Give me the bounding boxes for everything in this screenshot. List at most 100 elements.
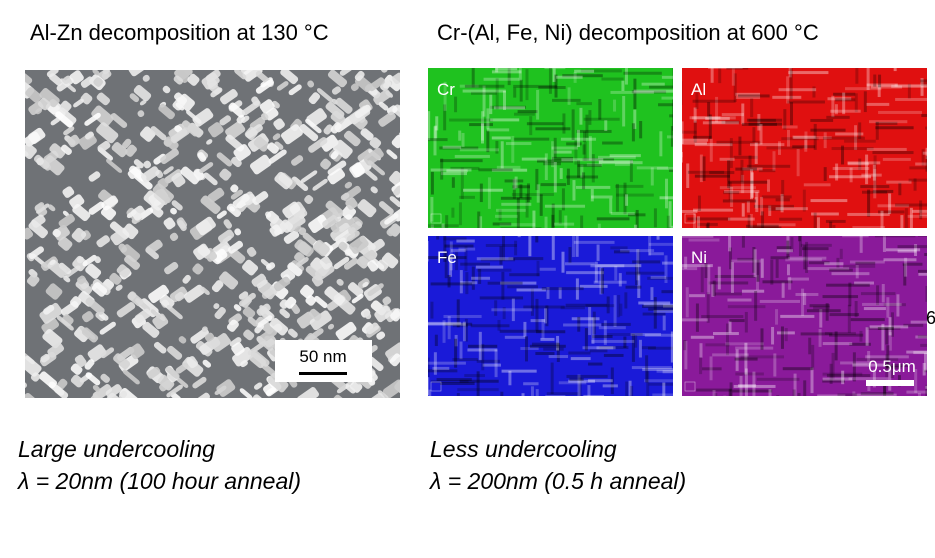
lamella bbox=[583, 394, 605, 396]
lamella bbox=[873, 155, 877, 186]
precipitate bbox=[312, 239, 330, 257]
lamella bbox=[433, 232, 450, 235]
precipitate bbox=[97, 140, 111, 153]
lamella bbox=[566, 271, 604, 275]
lamella bbox=[710, 403, 713, 434]
lamella bbox=[875, 126, 914, 130]
lamella bbox=[735, 346, 774, 350]
lamella bbox=[642, 368, 673, 372]
lamella bbox=[866, 147, 907, 151]
precipitate bbox=[39, 302, 63, 324]
precipitate bbox=[384, 74, 400, 92]
lamella bbox=[449, 118, 494, 122]
precipitate bbox=[140, 404, 157, 420]
lamella bbox=[679, 98, 682, 128]
precipitate bbox=[254, 382, 263, 390]
lamella bbox=[621, 80, 625, 91]
lamella bbox=[457, 388, 499, 392]
lamella bbox=[585, 114, 589, 138]
lamella bbox=[716, 140, 761, 144]
lamella bbox=[724, 190, 760, 194]
lamella bbox=[752, 371, 756, 396]
lamella bbox=[712, 280, 716, 297]
precipitate bbox=[170, 127, 190, 144]
lamella bbox=[704, 263, 708, 279]
precipitate bbox=[319, 53, 339, 69]
precipitate bbox=[325, 401, 343, 418]
lamella bbox=[698, 64, 715, 67]
lamella bbox=[582, 346, 616, 350]
lamella bbox=[428, 321, 461, 325]
lamella bbox=[844, 139, 876, 143]
precipitate bbox=[368, 77, 385, 92]
lamella bbox=[602, 384, 618, 388]
lamella bbox=[866, 68, 870, 91]
precipitate bbox=[378, 111, 396, 127]
lamella bbox=[577, 316, 581, 332]
lamella bbox=[550, 362, 554, 395]
lamella bbox=[752, 246, 756, 273]
lamella bbox=[526, 183, 530, 203]
precipitate bbox=[369, 137, 382, 149]
lamella bbox=[760, 328, 764, 350]
lamella bbox=[826, 374, 871, 378]
precipitate bbox=[133, 159, 144, 169]
lamella bbox=[590, 264, 625, 268]
precipitate bbox=[202, 359, 212, 368]
lamella bbox=[678, 107, 681, 126]
lamella bbox=[792, 389, 796, 396]
lamella bbox=[930, 387, 935, 390]
lamella bbox=[481, 111, 485, 141]
lamella bbox=[512, 178, 516, 199]
lamella bbox=[625, 194, 629, 206]
lamella bbox=[859, 330, 863, 342]
lamella bbox=[551, 203, 555, 228]
lamella bbox=[881, 283, 885, 303]
lamella bbox=[877, 327, 894, 331]
lamella bbox=[464, 84, 505, 88]
lamella bbox=[854, 62, 879, 65]
precipitate bbox=[362, 281, 369, 288]
lamella bbox=[520, 347, 539, 351]
lamella bbox=[898, 182, 902, 196]
lamella bbox=[428, 256, 467, 260]
lamella bbox=[464, 374, 485, 378]
precipitate bbox=[346, 230, 360, 242]
lamella bbox=[467, 348, 498, 352]
lamella bbox=[750, 98, 754, 118]
lamella bbox=[471, 266, 475, 290]
precipitate bbox=[216, 152, 233, 167]
lamella bbox=[733, 73, 737, 102]
lamella bbox=[650, 275, 667, 279]
lamella bbox=[878, 74, 882, 88]
precipitate bbox=[142, 74, 150, 82]
lamella bbox=[634, 335, 638, 348]
lamella bbox=[771, 326, 775, 345]
lamella bbox=[825, 303, 829, 321]
precipitate bbox=[115, 284, 123, 291]
precipitate bbox=[279, 308, 290, 319]
lamella bbox=[746, 201, 750, 213]
lamella bbox=[568, 379, 596, 383]
lamella bbox=[666, 135, 673, 139]
lamella bbox=[556, 343, 560, 362]
lamella bbox=[812, 86, 816, 98]
precipitate bbox=[188, 400, 203, 414]
lamella bbox=[674, 266, 677, 285]
precipitate bbox=[267, 142, 279, 154]
lamella bbox=[673, 231, 714, 234]
lamella bbox=[697, 222, 718, 226]
lamella bbox=[480, 123, 484, 144]
lamella bbox=[571, 404, 574, 428]
precipitate bbox=[384, 213, 399, 225]
precipitate bbox=[350, 83, 359, 92]
lamella bbox=[761, 211, 765, 228]
lamella bbox=[516, 288, 546, 292]
lamella bbox=[529, 116, 533, 136]
lamella bbox=[659, 131, 663, 157]
lamella bbox=[588, 306, 592, 336]
lamella bbox=[442, 320, 446, 343]
lamella bbox=[925, 384, 927, 396]
lamella bbox=[775, 198, 790, 202]
map-label: Ni bbox=[691, 248, 707, 267]
